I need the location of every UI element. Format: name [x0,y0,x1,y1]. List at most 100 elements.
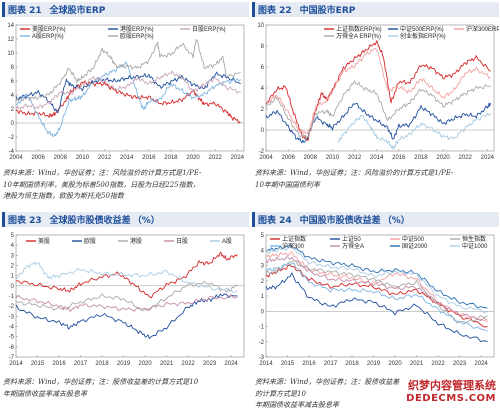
y-tick-label: 3 [11,253,15,259]
series-line-0 [15,251,238,299]
y-tick-label: -4 [9,325,15,331]
x-tick-label: 2022 [181,361,195,367]
panel-china-erp: 图表 22 中国股市ERP [252,2,499,17]
x-tick-label: 2012 [348,155,362,161]
y-tick-label: 12 [7,37,14,43]
x-tick-label: 2014 [370,155,384,161]
x-tick-label: 2018 [164,155,178,161]
x-tick-label: 2022 [209,155,223,161]
figure-unit: （%） [132,216,160,226]
source-note-3: 资料来源：Wind，华创证券；注：股债收益差的计算方式是10 年期国债收益率减去… [3,377,245,400]
series-line-7 [265,245,488,314]
y-tick-label: 1 [11,274,15,280]
y-tick-label: 4 [11,243,15,249]
x-tick-label: 2018 [414,155,428,161]
series-line-4 [15,39,241,102]
legend-label: A股ERP(%) [32,33,64,40]
series-line-2 [15,61,241,137]
chart-global-yield-gap: -7 -6 -5 -4 -3 -2 -1 0 1 2 3 4 5 2014 2015 2016 2017 2018… [9,233,245,367]
x-tick-label: 2004 [259,155,273,161]
y-tick-label: 1 [261,294,265,300]
y-tick-label: 10 [257,23,264,29]
y-tick-label: -2 [9,304,15,310]
y-tick-label: 14 [7,23,14,29]
series-line-5 [265,256,488,322]
x-tick-label: 2008 [304,155,318,161]
x-tick-label: 2012 [98,155,112,161]
y-tick-label: 6 [11,79,15,85]
watermark-domain: DEDECMS.COM [406,393,496,404]
chart-china-yield-gap: -3 -2 -1 0 1 2 3 4 5 2014 2015 2016 2017 2018 2019 2020… [259,233,495,367]
y-tick-label: 2 [11,264,15,270]
note-line: 年期国债收益率减去股息率 [3,389,87,398]
x-tick-label: 2016 [142,155,156,161]
source-note-1: 资料来源：Wind，华创证券；注：风险溢价的计算方式是1/PE- 10年期国债利… [3,168,245,203]
x-tick-label: 2020 [186,155,200,161]
legend-label: 欧股 [84,237,96,245]
plot-frame [15,24,245,152]
y-tick-label: 4 [261,248,265,254]
x-tick-label: 2017 [74,361,88,367]
note-line: 资料来源：Wind，华创证券；注：风险溢价的计算方式是1/PE- [255,169,454,177]
x-tick-label: 2023 [453,361,467,367]
y-tick-label: -7 [9,355,15,361]
legend-label: 中证500ERP(%) [400,25,444,33]
note-line: 资料来源：Wind，华创证券；注：风险溢价的计算方式是1/PE- [3,169,202,177]
x-tick-label: 2019 [367,361,381,367]
watermark-text: 织梦内容管理系统 [408,379,496,392]
legend-label: 日股ERP(%) [192,26,226,33]
legend-label: 上证指数ERP(%) [336,25,382,33]
panel-china-yield-gap: 图表 24 中国股市股债收益差 （%） [252,212,499,227]
x-tick-label: 2022 [431,361,445,367]
figure-title: 全球股市ERP [49,6,106,16]
x-tick-label: 2024 [231,155,245,161]
x-tick-label: 2024 [481,155,495,161]
x-tick-label: 2020 [138,361,152,367]
y-tick-label: -3 [9,314,15,320]
x-tick-label: 2020 [388,361,402,367]
series-line-2 [265,47,491,135]
x-tick-label: 2014 [259,361,273,367]
panel-global-erp: 图表 21 全球股市ERP [2,2,249,17]
legend-label: 万得全A [342,242,364,250]
legend-label: 日股 [176,238,188,245]
y-tick-label: 5 [11,233,15,239]
x-tick-label: 2015 [31,361,45,367]
series-line-0 [265,264,488,328]
series-line-4 [337,112,492,150]
legend-label: 欧股ERP(%) [120,32,154,40]
x-tick-label: 2010 [326,155,340,161]
panel-header: 图表 23 全球股市股债收益差 （%） [2,212,249,227]
y-tick-label: 8 [261,44,265,50]
legend-label: 创业板指ERP(%) [400,32,446,40]
x-tick-label: 2020 [436,155,450,161]
panel-header: 图表 22 中国股市ERP [252,2,499,17]
y-tick-label: -5 [9,335,15,341]
legend-label: 沪深300ERP(%) [466,25,499,33]
x-tick-label: 2018 [95,361,109,367]
x-tick-label: 2015 [281,361,295,367]
x-tick-label: 2006 [281,155,295,161]
y-tick-label: 0 [11,121,15,127]
y-tick-label: 2 [11,107,15,113]
x-tick-label: 2023 [203,361,217,367]
series-line-1 [265,102,491,144]
series-line-2 [15,280,238,312]
chart-global-erp: -4 -2 0 2 4 6 8 10 12 14 2004 2006 2008 2010 2012 2014 2… [7,23,245,161]
series-line-1 [265,272,488,343]
legend-label: 美股 [38,237,50,245]
y-tick-label: -2 [259,149,265,155]
series-line-0 [265,40,491,141]
y-tick-label: 3 [261,264,265,270]
x-tick-label: 2021 [160,361,174,367]
y-tick-label: 6 [261,65,265,71]
series-line-1 [15,71,241,114]
y-tick-label: 4 [11,93,15,99]
x-tick-label: 2019 [117,361,131,367]
figure-number: 图表 21 [8,6,42,16]
y-tick-label: -2 [9,135,15,141]
legend-label: 港股ERP(%) [120,25,154,33]
series-line-3 [15,294,238,312]
x-tick-label: 2014 [9,361,23,367]
x-tick-label: 2010 [76,155,90,161]
